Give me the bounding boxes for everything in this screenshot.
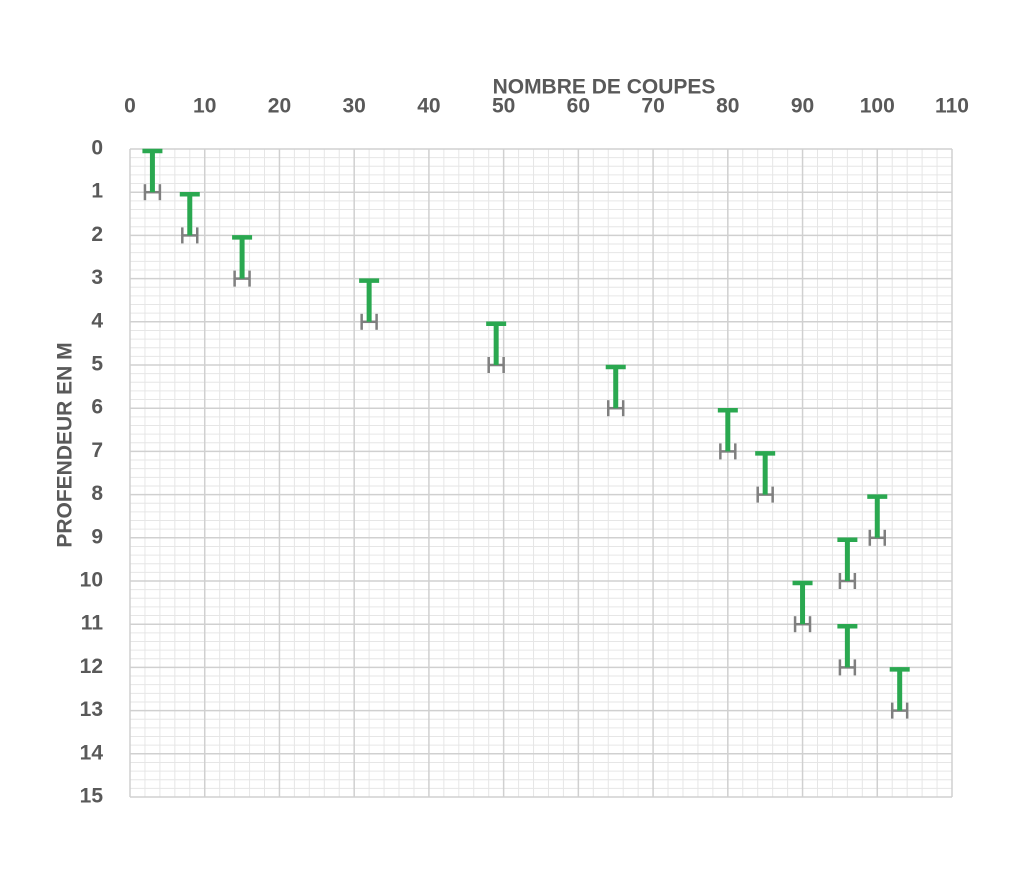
y-axis-label: PROFENDEUR EN M <box>54 342 77 547</box>
y-tick-label: 13 <box>80 698 103 721</box>
y-tick-label: 8 <box>91 482 103 505</box>
y-tick-label: 14 <box>80 741 104 764</box>
x-tick-label: 30 <box>343 95 366 118</box>
x-tick-label: 100 <box>860 95 895 118</box>
chart-title: NOMBRE DE COUPES <box>493 76 716 99</box>
y-tick-label: 11 <box>81 612 104 635</box>
x-tick-label: 70 <box>641 95 664 118</box>
y-tick-label: 6 <box>91 396 103 419</box>
y-tick-label: 2 <box>91 223 103 246</box>
x-tick-label: 0 <box>124 95 136 118</box>
y-tick-label: 5 <box>91 353 103 376</box>
x-tick-label: 40 <box>417 95 440 118</box>
y-tick-label: 4 <box>91 309 103 332</box>
x-tick-label: 110 <box>935 95 969 118</box>
x-tick-label: 60 <box>567 95 590 118</box>
x-tick-label: 80 <box>716 95 739 118</box>
y-tick-label: 12 <box>80 655 103 678</box>
y-tick-label: 10 <box>80 569 103 592</box>
y-tick-label: 1 <box>91 180 103 203</box>
y-tick-label: 3 <box>91 266 103 289</box>
y-tick-label: 0 <box>91 137 103 160</box>
y-tick-label: 15 <box>80 785 104 808</box>
y-tick-label: 9 <box>91 525 103 548</box>
x-tick-label: 10 <box>193 95 216 118</box>
x-tick-label: 90 <box>791 95 814 118</box>
x-tick-label: 20 <box>268 95 291 118</box>
y-tick-label: 7 <box>91 439 103 462</box>
x-tick-label: 50 <box>492 95 515 118</box>
